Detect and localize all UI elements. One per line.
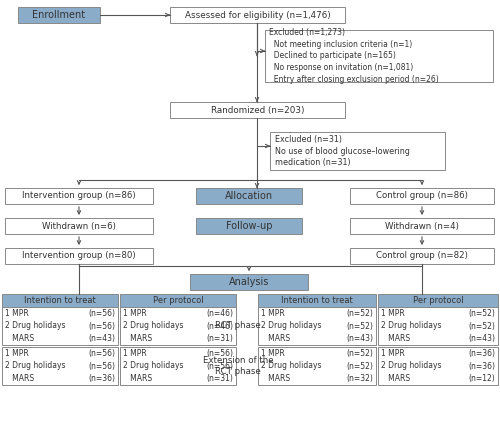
Text: Control group (n=82): Control group (n=82): [376, 251, 468, 260]
Text: (n=46): (n=46): [206, 309, 233, 318]
Bar: [2, 294, 118, 307]
Text: Intervention group (n=80): Intervention group (n=80): [22, 251, 136, 260]
Bar: [258, 347, 376, 385]
Bar: [196, 188, 302, 204]
Text: 1 MPR: 1 MPR: [123, 349, 147, 358]
Text: (n=56): (n=56): [206, 349, 233, 358]
Bar: [2, 347, 118, 385]
Bar: [120, 307, 236, 345]
Text: Extension of the
RCT phase: Extension of the RCT phase: [202, 356, 274, 376]
Text: (n=52): (n=52): [346, 349, 373, 358]
Text: (n=56): (n=56): [206, 362, 233, 370]
Text: Excluded (n=31)
No use of blood glucose–lowering
medication (n=31): Excluded (n=31) No use of blood glucose–…: [275, 135, 410, 168]
Text: MARS: MARS: [5, 334, 34, 343]
Text: Withdrawn (n=4): Withdrawn (n=4): [385, 221, 459, 230]
Text: 2 Drug holidays: 2 Drug holidays: [381, 362, 442, 370]
Text: 1 MPR: 1 MPR: [381, 349, 405, 358]
Bar: [5, 218, 153, 234]
Text: 1 MPR: 1 MPR: [261, 309, 285, 318]
Text: (n=56): (n=56): [88, 362, 115, 370]
Bar: [378, 347, 498, 385]
Text: (n=52): (n=52): [346, 362, 373, 370]
Bar: [350, 188, 494, 204]
Text: Intention to treat: Intention to treat: [281, 296, 353, 305]
Text: Randomized (n=203): Randomized (n=203): [211, 106, 304, 114]
Text: (n=36): (n=36): [468, 362, 495, 370]
Text: (n=32): (n=32): [346, 374, 373, 383]
Text: (n=43): (n=43): [346, 334, 373, 343]
Bar: [18, 7, 100, 23]
Text: (n=31): (n=31): [206, 334, 233, 343]
Text: Enrollment: Enrollment: [32, 10, 86, 20]
Text: (n=43): (n=43): [88, 334, 115, 343]
Text: (n=36): (n=36): [88, 374, 115, 383]
Text: Control group (n=86): Control group (n=86): [376, 191, 468, 201]
Text: MARS: MARS: [5, 374, 34, 383]
Text: Per protocol: Per protocol: [152, 296, 204, 305]
Bar: [196, 218, 302, 234]
Text: 1 MPR: 1 MPR: [123, 309, 147, 318]
Text: 1 MPR: 1 MPR: [381, 309, 405, 318]
Text: (n=52): (n=52): [346, 321, 373, 331]
Text: (n=31): (n=31): [206, 374, 233, 383]
Bar: [378, 294, 498, 307]
Text: (n=52): (n=52): [468, 321, 495, 331]
Text: 2 Drug holidays: 2 Drug holidays: [123, 321, 184, 331]
Text: 1 MPR: 1 MPR: [5, 349, 29, 358]
Text: Allocation: Allocation: [225, 191, 273, 201]
Text: (n=56): (n=56): [88, 309, 115, 318]
Text: 1 MPR: 1 MPR: [5, 309, 29, 318]
Bar: [120, 347, 236, 385]
Text: (n=56): (n=56): [88, 321, 115, 331]
Bar: [258, 294, 376, 307]
Text: 2 Drug holidays: 2 Drug holidays: [5, 362, 66, 370]
Bar: [190, 274, 308, 290]
Text: Analysis: Analysis: [229, 277, 269, 287]
Bar: [120, 294, 236, 307]
Bar: [378, 307, 498, 345]
Text: Follow-up: Follow-up: [226, 221, 272, 231]
Text: MARS: MARS: [381, 334, 410, 343]
Text: MARS: MARS: [261, 374, 290, 383]
Text: (n=12): (n=12): [468, 374, 495, 383]
Text: Excluded (n=1,273)
  Not meeting inclusion criteria (n=1)
  Declined to particip: Excluded (n=1,273) Not meeting inclusion…: [269, 28, 439, 84]
Bar: [350, 218, 494, 234]
Text: MARS: MARS: [123, 334, 152, 343]
Text: RCT phase: RCT phase: [215, 321, 261, 331]
Text: MARS: MARS: [381, 374, 410, 383]
Text: (n=56): (n=56): [88, 349, 115, 358]
Bar: [5, 188, 153, 204]
Bar: [170, 102, 345, 118]
Text: 2 Drug holidays: 2 Drug holidays: [123, 362, 184, 370]
Text: 2 Drug holidays: 2 Drug holidays: [5, 321, 66, 331]
Text: (n=46): (n=46): [206, 321, 233, 331]
Bar: [258, 307, 376, 345]
Text: 2 Drug holidays: 2 Drug holidays: [261, 321, 322, 331]
Text: 2 Drug holidays: 2 Drug holidays: [381, 321, 442, 331]
Text: (n=43): (n=43): [468, 334, 495, 343]
Text: (n=52): (n=52): [346, 309, 373, 318]
Text: Withdrawn (n=6): Withdrawn (n=6): [42, 221, 116, 230]
Bar: [2, 307, 118, 345]
Text: Intervention group (n=86): Intervention group (n=86): [22, 191, 136, 201]
Text: 2 Drug holidays: 2 Drug holidays: [261, 362, 322, 370]
Text: (n=52): (n=52): [468, 309, 495, 318]
Bar: [265, 30, 493, 82]
Text: Per protocol: Per protocol: [412, 296, 464, 305]
Bar: [170, 7, 345, 23]
Text: (n=36): (n=36): [468, 349, 495, 358]
Bar: [5, 248, 153, 264]
Text: 1 MPR: 1 MPR: [261, 349, 285, 358]
Text: Assessed for eligibility (n=1,476): Assessed for eligibility (n=1,476): [184, 11, 330, 19]
Text: MARS: MARS: [123, 374, 152, 383]
Text: Intention to treat: Intention to treat: [24, 296, 96, 305]
Bar: [270, 132, 445, 170]
Bar: [350, 248, 494, 264]
Text: MARS: MARS: [261, 334, 290, 343]
